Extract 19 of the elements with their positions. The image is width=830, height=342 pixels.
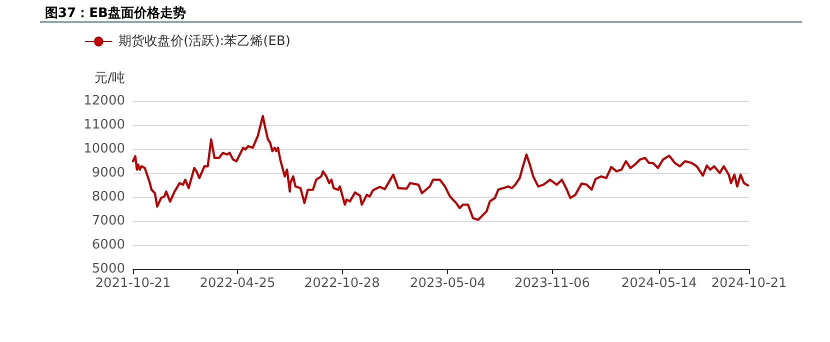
y-tick-label: 12000 bbox=[84, 94, 125, 108]
y-tick-label: 11000 bbox=[84, 118, 125, 132]
x-tick-label: 2023-05-04 bbox=[410, 276, 486, 291]
y-tick-label: 6000 bbox=[92, 238, 125, 252]
y-tick-label: 10000 bbox=[84, 142, 125, 156]
x-tick-label: 2024-10-21 bbox=[711, 276, 787, 291]
y-tick-label: 8000 bbox=[92, 190, 125, 204]
x-tick-label: 2024-05-14 bbox=[621, 276, 697, 291]
y-tick-label: 5000 bbox=[92, 262, 125, 276]
legend-label: 期货收盘价(活跃):苯乙烯(EB) bbox=[118, 34, 290, 49]
y-tick-label: 9000 bbox=[92, 166, 125, 180]
y-tick-label: 7000 bbox=[92, 214, 125, 228]
x-tick-label: 2023-11-06 bbox=[514, 276, 590, 291]
chart-title: 图37：EB盘面价格走势 bbox=[45, 5, 186, 21]
x-tick-label: 2022-10-28 bbox=[304, 276, 380, 291]
x-tick-label: 2021-10-21 bbox=[95, 276, 171, 291]
x-tick-label: 2022-04-25 bbox=[200, 276, 276, 291]
y-axis-title: 元/吨 bbox=[94, 71, 125, 86]
line-series bbox=[132, 115, 749, 221]
